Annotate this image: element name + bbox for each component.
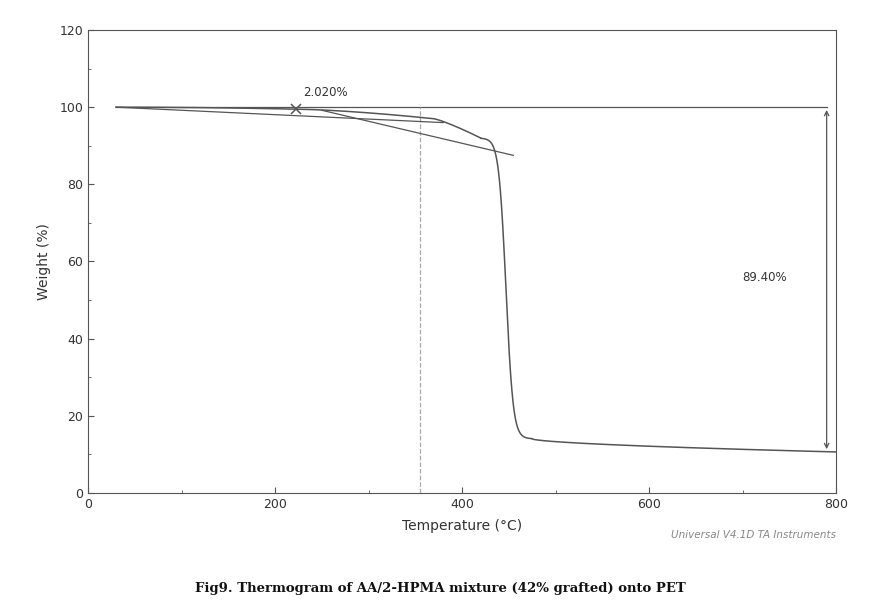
Y-axis label: Weight (%): Weight (%) (37, 223, 51, 300)
Text: Universal V4.1D TA Instruments: Universal V4.1D TA Instruments (671, 530, 836, 540)
X-axis label: Temperature (°C): Temperature (°C) (402, 519, 522, 533)
Text: 89.40%: 89.40% (743, 270, 787, 284)
Text: 2.020%: 2.020% (303, 85, 348, 99)
Text: Fig9. Thermogram of AA/2-HPMA mixture (42% grafted) onto PET: Fig9. Thermogram of AA/2-HPMA mixture (4… (194, 582, 686, 595)
